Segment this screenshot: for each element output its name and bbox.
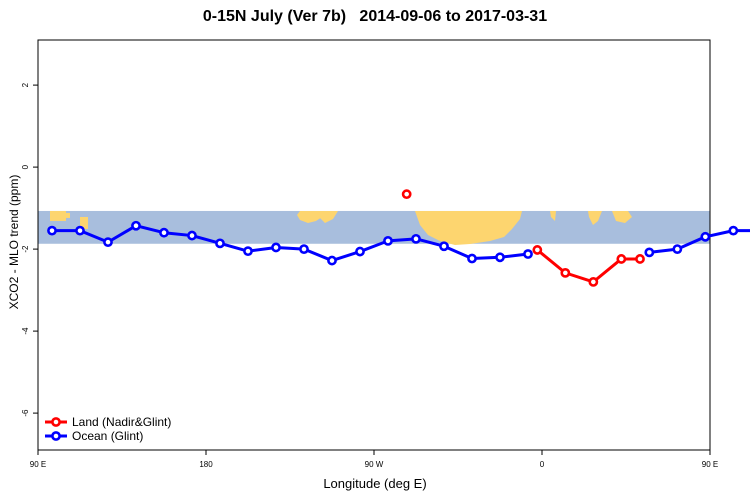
legend-marker	[51, 431, 61, 441]
legend-entry: Land (Nadir&Glint)	[72, 415, 171, 429]
data-point-ocean	[467, 253, 477, 264]
series-line-land	[536, 248, 640, 284]
legend-marker	[51, 417, 61, 427]
map-landmass	[318, 210, 338, 223]
y-tick-label: -4	[21, 327, 30, 335]
x-axis-label: Longitude (deg E)	[323, 476, 427, 491]
chart-title: 0-15N July (Ver 7b) 2014-09-06 to 2017-0…	[202, 8, 548, 25]
data-point-ocean	[644, 247, 655, 258]
x-tick-label: 180	[199, 460, 213, 469]
data-point-ocean	[327, 255, 337, 266]
data-point-ocean	[215, 238, 225, 249]
data-point-ocean	[243, 246, 253, 257]
y-tick-label: -2	[21, 245, 30, 253]
data-point-land	[588, 276, 599, 287]
data-point-ocean	[355, 246, 365, 257]
x-tick-label: 0	[540, 460, 545, 469]
data-point-ocean	[672, 244, 683, 254]
data-point-land	[401, 189, 412, 200]
data-point-land	[532, 245, 543, 255]
x-tick-label: 90 E	[30, 460, 46, 469]
map-island	[80, 216, 88, 229]
background-map	[38, 210, 710, 245]
data-point-land	[616, 254, 627, 264]
data-point-ocean	[159, 227, 169, 238]
legend-entry: Ocean (Glint)	[72, 429, 143, 443]
map-landmass	[415, 210, 522, 245]
data-point-ocean	[439, 241, 449, 252]
data-point-ocean	[411, 233, 421, 244]
data-point-ocean	[103, 237, 113, 248]
data-point-ocean	[299, 244, 309, 254]
data-point-ocean	[75, 225, 85, 236]
data-point-ocean	[700, 231, 711, 242]
data-point-ocean	[495, 252, 505, 263]
data-point-ocean	[728, 225, 739, 236]
data-point-ocean	[187, 230, 197, 241]
y-axis-label: XCO2 - MLO trend (ppm)	[7, 174, 21, 310]
data-point-ocean	[383, 235, 393, 246]
data-point-land	[560, 267, 571, 278]
map-landmass	[550, 210, 556, 221]
data-point-ocean	[131, 220, 141, 231]
data-point-ocean	[523, 249, 533, 259]
y-tick-label: 0	[21, 164, 30, 169]
data-point-land	[635, 254, 645, 264]
x-tick-label: 90 E	[702, 460, 718, 469]
x-tick-label: 90 W	[365, 460, 384, 469]
y-tick-label: 2	[21, 82, 30, 87]
y-tick-label: -6	[21, 409, 30, 417]
series-line-ocean	[649, 229, 750, 254]
map-landmass	[588, 210, 602, 225]
map-island	[50, 210, 66, 221]
map-landmass	[612, 210, 632, 223]
data-point-ocean	[271, 242, 281, 253]
map-island	[66, 212, 70, 218]
series-line-ocean	[52, 224, 529, 263]
data-point-ocean	[47, 225, 57, 236]
